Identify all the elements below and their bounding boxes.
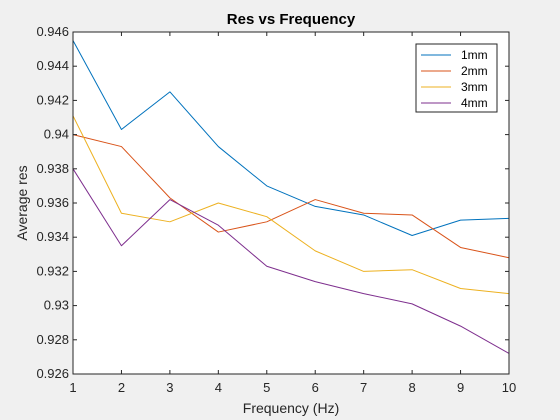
y-tick-label: 0.942 (36, 92, 69, 107)
legend-entry-2mm: 2mm (421, 64, 488, 78)
x-tick-label: 1 (69, 380, 76, 395)
y-tick-label: 0.936 (36, 195, 69, 210)
x-tick-label: 2 (118, 380, 125, 395)
series-layer (72, 40, 510, 354)
x-axis-label: Frequency (Hz) (243, 400, 339, 416)
y-axis-ticks: 0.926 0.928 0.93 0.932 0.934 0.936 0.938 0.94 0.… (36, 24, 509, 381)
x-tick-label: 7 (360, 380, 367, 395)
x-axis-ticks: 1 2 3 4 5 6 7 8 9 10 (69, 32, 516, 395)
x-tick-label: 5 (263, 380, 270, 395)
chart-title: Res vs Frequency (227, 11, 356, 28)
series-line-2mm (72, 134, 510, 259)
y-axis-label: Average res (14, 165, 30, 240)
series-line-4mm (72, 168, 510, 354)
y-tick-label: 0.94 (44, 127, 69, 142)
legend-label-2mm: 2mm (461, 64, 488, 78)
x-tick-label: 9 (457, 380, 464, 395)
legend-entry-1mm: 1mm (421, 48, 488, 62)
legend: 1mm 2mm 3mm 4mm (415, 43, 498, 113)
x-tick-label: 8 (408, 380, 415, 395)
y-tick-label: 0.938 (36, 161, 69, 176)
y-tick-label: 0.946 (36, 24, 69, 39)
x-tick-label: 4 (215, 380, 222, 395)
legend-label-4mm: 4mm (461, 96, 488, 110)
y-tick-label: 0.93 (44, 298, 69, 313)
x-tick-label: 3 (166, 380, 173, 395)
y-tick-label: 0.928 (36, 332, 69, 347)
x-tick-label: 10 (502, 380, 516, 395)
y-tick-label: 0.926 (36, 366, 69, 381)
legend-entry-3mm: 3mm (421, 80, 488, 94)
legend-label-3mm: 3mm (461, 80, 488, 94)
y-tick-label: 0.944 (36, 58, 69, 73)
legend-label-1mm: 1mm (461, 48, 488, 62)
x-tick-label: 6 (312, 380, 319, 395)
y-tick-label: 0.934 (36, 229, 69, 244)
series-line-3mm (72, 115, 510, 295)
series-line-1mm (72, 40, 510, 236)
y-tick-label: 0.932 (36, 263, 69, 278)
legend-entry-4mm: 4mm (421, 96, 488, 110)
